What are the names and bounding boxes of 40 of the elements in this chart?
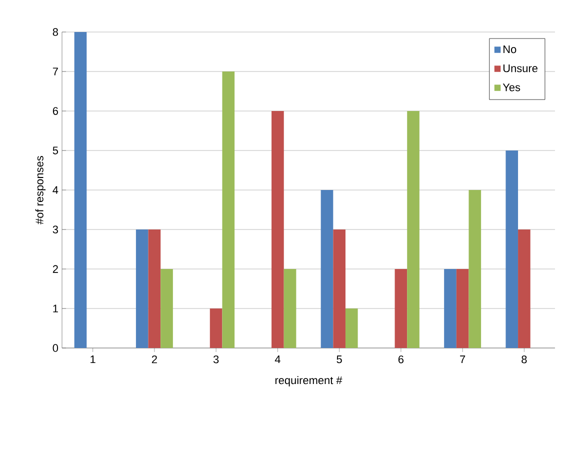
legend-label: No bbox=[504, 46, 516, 54]
y-tick-label: 6 bbox=[52, 107, 58, 115]
bar bbox=[222, 72, 235, 348]
y-axis-title: #of responses bbox=[35, 156, 46, 224]
x-tick-label: 5 bbox=[336, 356, 342, 364]
y-tick-label: 5 bbox=[52, 146, 58, 154]
y-tick-label: 3 bbox=[52, 226, 58, 234]
y-tick-label: 4 bbox=[52, 186, 58, 194]
bar bbox=[333, 230, 346, 348]
y-tick-label: 1 bbox=[53, 304, 58, 312]
x-tick-label: 1 bbox=[90, 356, 96, 364]
x-tick-label: 4 bbox=[274, 356, 280, 364]
y-tick-label: 8 bbox=[52, 28, 58, 36]
bar bbox=[518, 230, 530, 348]
bar bbox=[456, 269, 469, 348]
legend-label: Unsure bbox=[503, 64, 538, 72]
bar bbox=[444, 269, 456, 348]
bar bbox=[506, 150, 518, 348]
y-tick-label: 2 bbox=[52, 265, 58, 273]
bar bbox=[74, 32, 87, 348]
x-axis-title: requirement # bbox=[275, 376, 342, 386]
bar bbox=[345, 308, 358, 348]
bar bbox=[160, 269, 173, 348]
bar bbox=[284, 269, 296, 348]
bar bbox=[320, 190, 334, 348]
x-tick-label: 6 bbox=[398, 356, 404, 364]
x-tick-label: 8 bbox=[522, 356, 527, 364]
legend-label: Yes bbox=[502, 84, 520, 92]
bar bbox=[394, 269, 408, 348]
bar bbox=[468, 190, 482, 348]
bar bbox=[136, 230, 148, 348]
y-tick-label: 0 bbox=[52, 344, 58, 352]
x-tick-label: 7 bbox=[460, 356, 466, 364]
x-tick-label: 2 bbox=[152, 356, 157, 364]
y-tick-label: 7 bbox=[52, 68, 58, 76]
bar bbox=[210, 308, 222, 348]
bar bbox=[272, 111, 284, 348]
x-tick-label: 3 bbox=[213, 356, 219, 364]
bar bbox=[407, 111, 420, 348]
bar bbox=[148, 230, 161, 348]
